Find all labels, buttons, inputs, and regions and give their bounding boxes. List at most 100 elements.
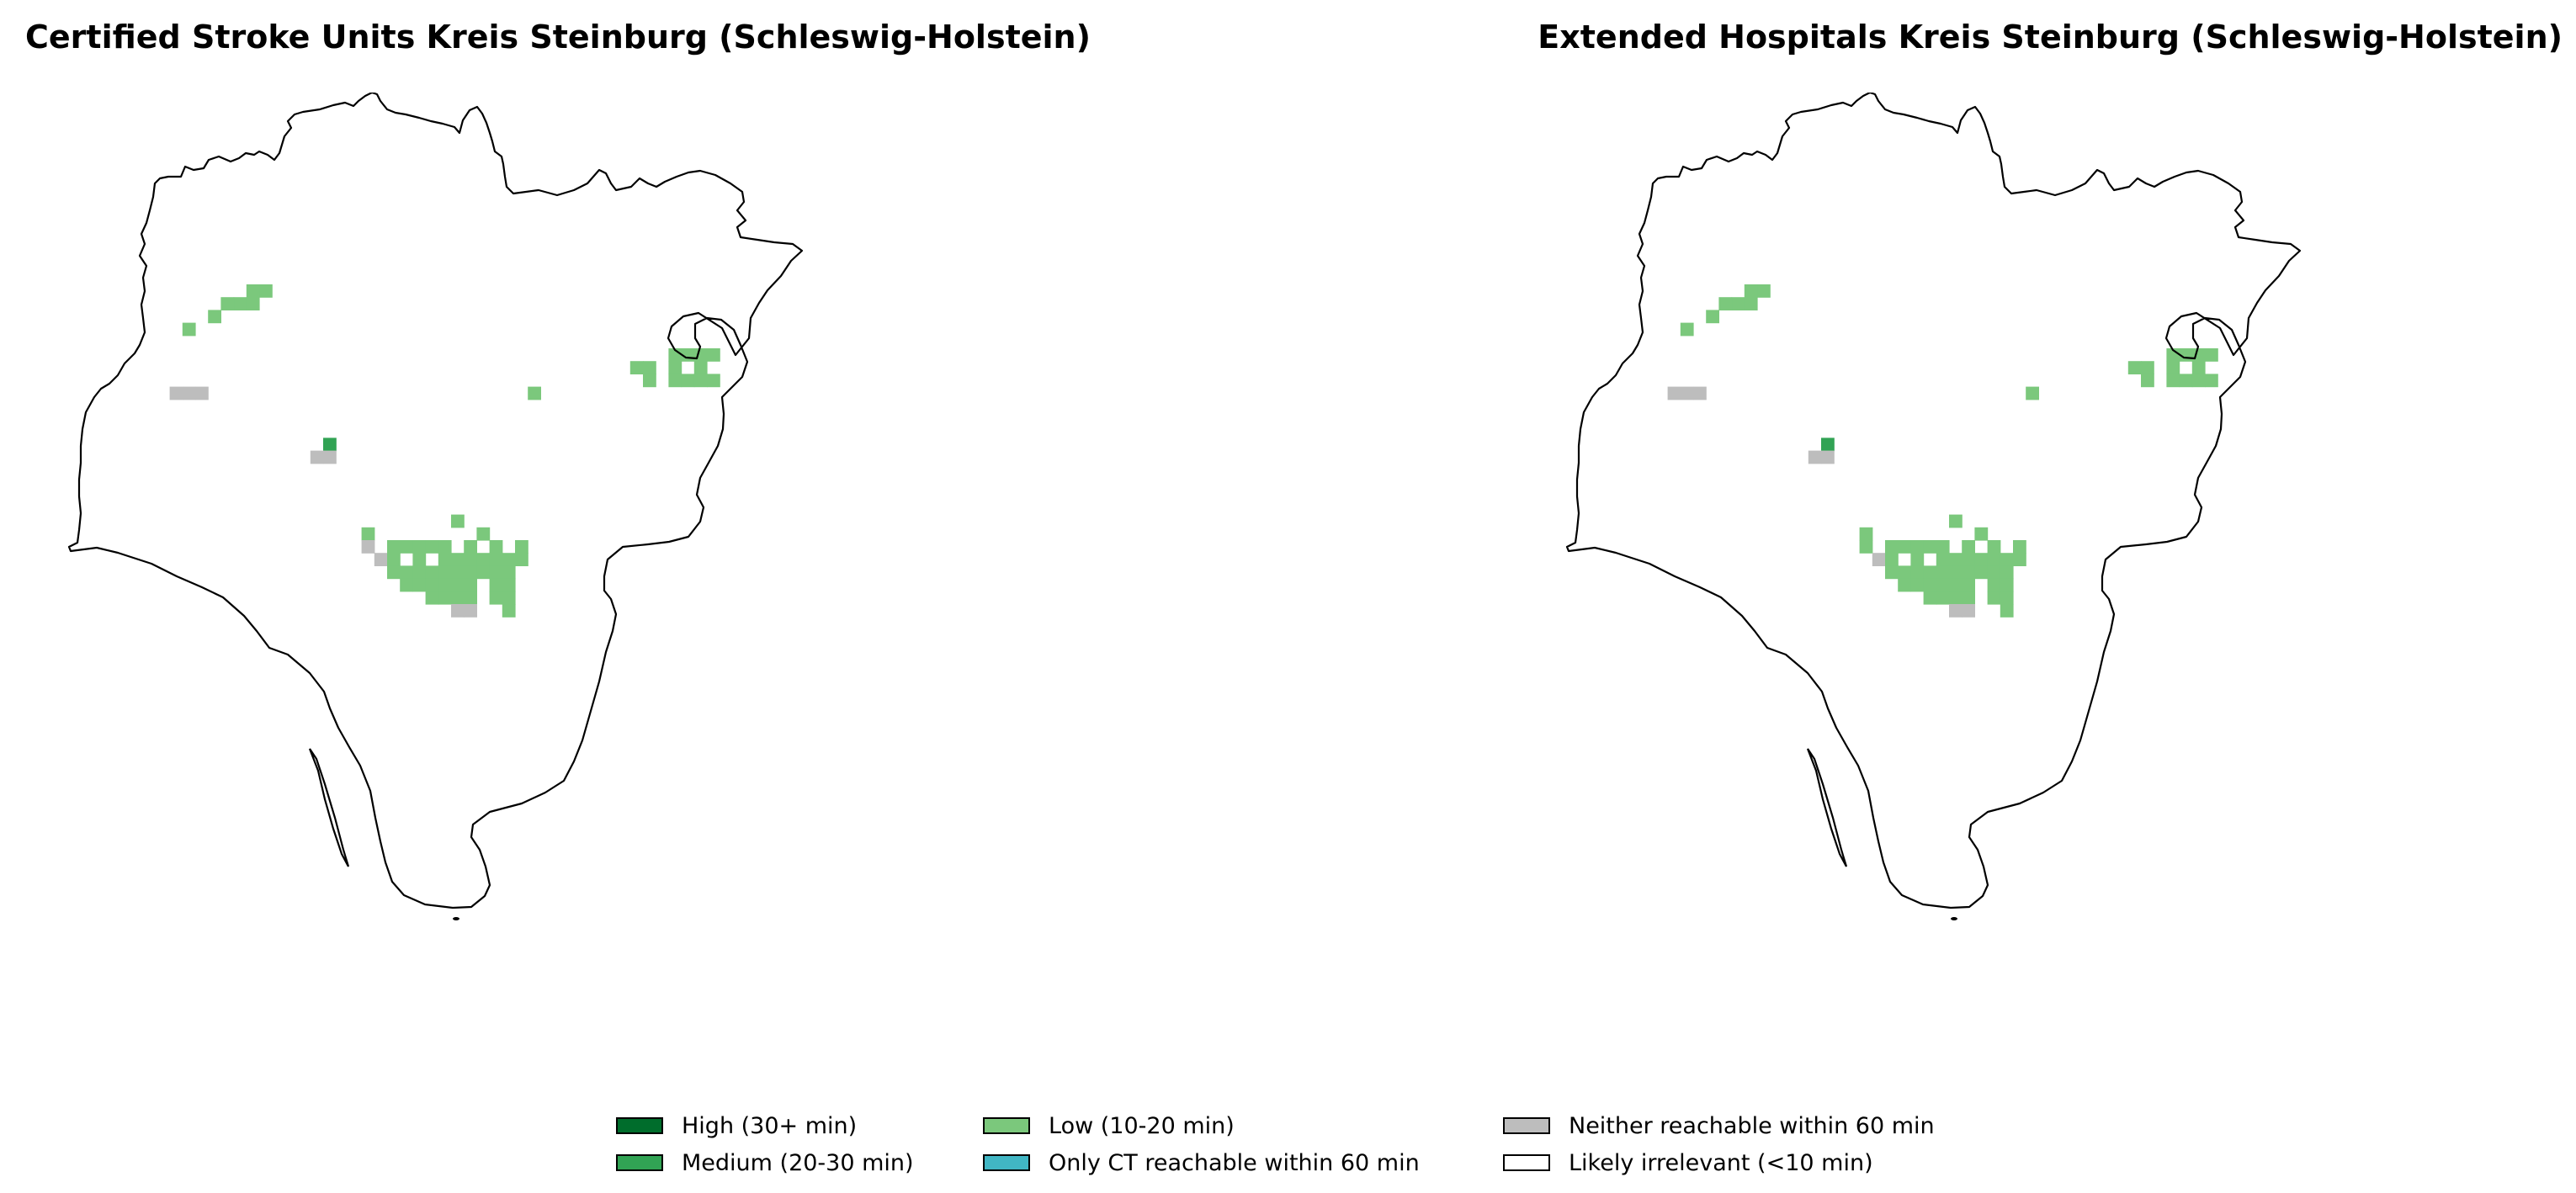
grid-cell-low <box>400 565 413 580</box>
grid-cell-low <box>1987 553 2001 566</box>
grid-cell-neither <box>1821 450 1835 464</box>
grid-cell-low <box>1744 284 1758 298</box>
legend-swatch-high <box>616 1117 663 1134</box>
grid-cell-low <box>2000 578 2014 592</box>
grid-cell-low <box>438 553 452 566</box>
legend-label-low: Low (10-20 min) <box>1049 1112 1235 1139</box>
grid-cell-low <box>1706 310 1719 324</box>
grid-cell-low <box>1936 578 1950 592</box>
grid-cell-low <box>259 284 273 298</box>
grid-cell-neither <box>323 450 337 464</box>
grid-cell-low <box>681 374 695 388</box>
grid-cell-low <box>1744 297 1758 310</box>
legend-label-medium: Medium (20-30 min) <box>682 1149 914 1176</box>
legend-swatch-neither <box>1503 1117 1550 1134</box>
grid-cell-neither <box>1680 386 1694 400</box>
grid-cell-low <box>1859 540 1873 554</box>
grid-cell-low <box>464 565 477 580</box>
legend-item-ct-only: Only CT reachable within 60 min <box>983 1144 1503 1181</box>
grid-cell-low <box>1885 540 1899 554</box>
grid-cell-low <box>451 514 465 528</box>
grid-cell-low <box>1936 553 1950 566</box>
grid-cell-low <box>1731 297 1745 310</box>
grid-cell-low <box>1757 284 1771 298</box>
grid-cell-low <box>1962 578 1975 592</box>
grid-cell-low <box>2191 361 2206 374</box>
grid-cell-low <box>1910 540 1925 554</box>
grid-cell-low <box>1962 553 1975 566</box>
grid-cell-low <box>1974 527 1989 541</box>
grid-cell-low <box>2000 565 2014 580</box>
grid-cell-low <box>412 565 427 580</box>
grid-cell-low <box>2179 374 2193 388</box>
grid-cell-low <box>2166 374 2180 388</box>
map-title-extended-hospitals: Extended Hospitals Kreis Steinburg (Schl… <box>1538 19 2563 56</box>
legend-swatch-medium <box>616 1154 663 1171</box>
grid-cell-low <box>2191 348 2206 362</box>
grid-cell-neither <box>1962 604 1975 618</box>
grid-cell-low <box>515 553 528 566</box>
grid-cell-low <box>451 553 465 566</box>
grid-cell-low <box>707 374 720 388</box>
grid-cell-low <box>425 540 439 554</box>
grid-cell-low <box>425 591 439 605</box>
grid-cell-low <box>489 591 503 605</box>
grid-cell-low <box>2000 591 2014 605</box>
legend-swatch-ct-only <box>983 1154 1030 1171</box>
grid-cell-neither <box>464 604 477 618</box>
grid-cell-low <box>464 540 477 554</box>
grid-cell-low <box>1987 540 2001 554</box>
grid-cell-low <box>1859 527 1873 541</box>
grid-cell-low <box>387 553 401 566</box>
legend-label-high: High (30+ min) <box>682 1112 858 1139</box>
grid-cell-low <box>2141 361 2154 374</box>
grid-cell-low <box>2166 361 2180 374</box>
legend-item-neither: Neither reachable within 60 min <box>1503 1107 2008 1144</box>
grid-cell-low <box>1936 565 1950 580</box>
grid-cell-low <box>528 386 541 400</box>
grid-cell-low <box>1910 553 1925 566</box>
grid-cell-low <box>1949 565 1963 580</box>
grid-cell-neither <box>195 386 209 400</box>
grid-cell-low <box>412 540 427 554</box>
grid-cell-neither <box>182 386 196 400</box>
grid-cell-low <box>464 553 477 566</box>
grid-cell-low <box>1962 591 1975 605</box>
grid-cell-low <box>1936 591 1950 605</box>
grid-cell-low <box>438 591 452 605</box>
grid-cell-low <box>1974 565 1989 580</box>
district-boundary <box>67 93 804 909</box>
grid-cell-low <box>489 553 503 566</box>
grid-cell-low <box>1923 540 1937 554</box>
grid-cell-neither <box>1872 553 1886 566</box>
grid-cell-low <box>412 578 427 592</box>
grid-cell-low <box>451 565 465 580</box>
grid-cell-low <box>464 578 477 592</box>
grid-cell-low <box>1949 591 1963 605</box>
grid-cell-low <box>1923 591 1937 605</box>
grid-cell-low <box>182 322 196 337</box>
grid-cell-low <box>2141 374 2154 388</box>
grid-cell-low <box>1962 540 1975 554</box>
grid-cell-low <box>502 565 516 580</box>
grid-cell-low <box>2191 374 2206 388</box>
grid-cell-neither <box>1693 386 1707 400</box>
grid-cell-low <box>693 348 708 362</box>
grid-cell-low <box>246 284 260 298</box>
grid-cell-low <box>451 591 465 605</box>
grid-cell-low <box>502 604 516 618</box>
grid-cell-neither <box>451 604 465 618</box>
grid-cell-neither <box>169 386 183 400</box>
grid-cell-low <box>438 578 452 592</box>
grid-cell-low <box>1949 514 1963 528</box>
legend-item-irrelevant: Likely irrelevant (<10 min) <box>1503 1144 2008 1181</box>
grid-cell-low <box>489 540 503 554</box>
grid-cell-low <box>361 527 375 541</box>
grid-cell-low <box>451 578 465 592</box>
grid-cell-low <box>1974 553 1989 566</box>
grid-cell-low <box>515 540 528 554</box>
grid-cell-low <box>220 297 235 310</box>
grid-cell-low <box>502 578 516 592</box>
grid-cell-low <box>502 553 516 566</box>
grid-cell-low <box>2026 386 2039 400</box>
